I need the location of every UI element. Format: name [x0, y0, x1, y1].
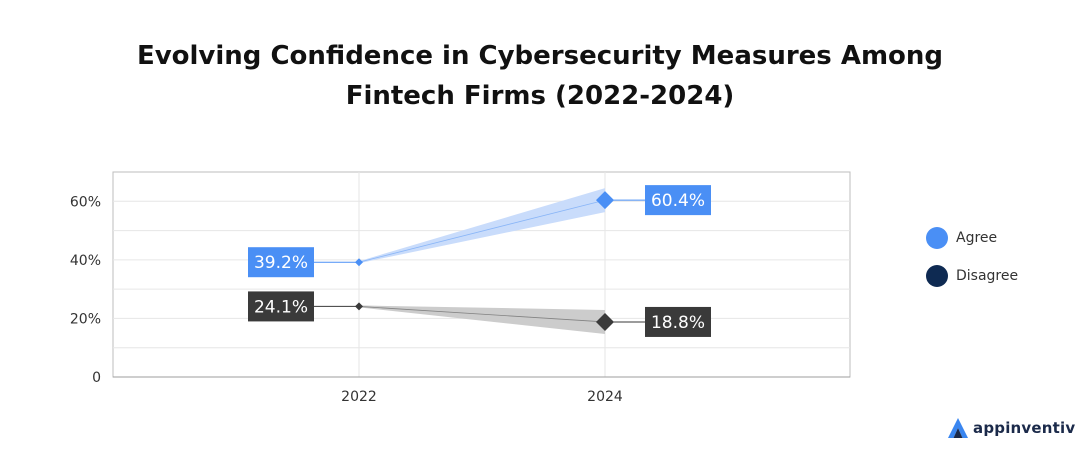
chart-title-line-1: Evolving Confidence in Cybersecurity Mea…: [136, 41, 944, 71]
data-label-box-disagree-2022: [248, 291, 314, 322]
data-label-box-agree-2022: [248, 247, 314, 278]
legend-item-disagree[interactable]: Disagree: [926, 264, 1018, 288]
chart-title-line-2: Fintech Firms (2022-2024): [345, 81, 735, 111]
series-band-agree: [359, 188, 605, 264]
brand-logo: appinventiv: [946, 416, 1075, 440]
y-tick-label: 0: [92, 370, 101, 386]
series-line-agree: [358, 199, 606, 263]
legend-label-disagree: Disagree: [956, 268, 1019, 284]
brand-name: appinventiv: [973, 419, 1076, 437]
legend: Agree Disagree: [926, 226, 1018, 302]
series-line-disagree: [358, 306, 606, 323]
legend-item-agree[interactable]: Agree: [926, 226, 1018, 250]
x-tick-label-2022: 2022: [341, 389, 377, 405]
data-label-box-disagree-2024: [645, 306, 711, 337]
legend-label-agree: Agree: [956, 230, 998, 246]
appinventiv-logo-icon: [948, 418, 968, 438]
data-label-disagree-2022: 24.1%: [254, 297, 308, 317]
data-label-box-agree-2024: [645, 185, 711, 216]
x-tick-label-2024: 2024: [587, 389, 623, 405]
plot-area: [112, 171, 851, 378]
data-label-agree-2024: 60.4%: [651, 191, 705, 211]
legend-swatch-agree: [926, 227, 948, 249]
y-tick-label: 40%: [70, 253, 101, 269]
y-tick-label: 60%: [70, 194, 101, 210]
series-band-disagree: [359, 305, 605, 334]
y-tick-label: 20%: [70, 311, 101, 327]
data-label-agree-2022: 39.2%: [254, 253, 308, 273]
chart-title: Evolving Confidence in Cybersecurity Mea…: [0, 36, 1080, 116]
data-label-disagree-2024: 18.8%: [651, 313, 705, 333]
legend-swatch-disagree: [926, 265, 948, 287]
